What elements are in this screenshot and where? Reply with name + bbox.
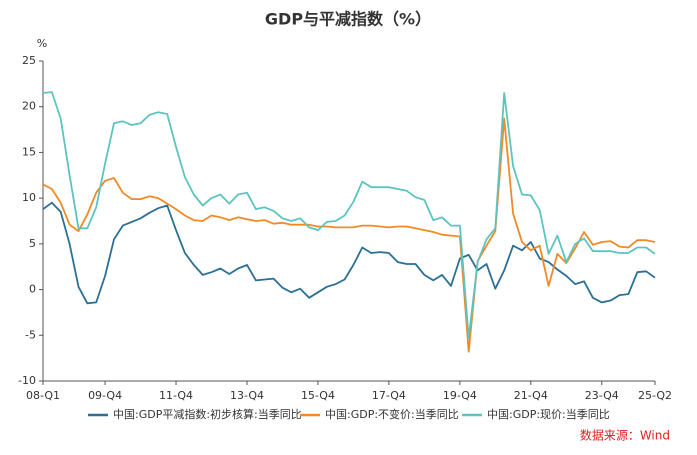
x-tick-label: 08-Q1 <box>26 389 60 402</box>
y-tick-label: 15 <box>22 145 36 158</box>
series-line <box>42 201 656 305</box>
legend-label: 中国:GDP:不变价:当季同比 <box>325 407 459 421</box>
y-tick-label: 5 <box>29 237 36 250</box>
series-line <box>42 91 656 339</box>
x-tick-label: 09-Q4 <box>88 389 122 402</box>
x-tick-label: 13-Q4 <box>230 389 264 402</box>
y-tick-label: 20 <box>22 100 36 113</box>
x-tick-label: 15-Q4 <box>301 389 335 402</box>
x-tick-label: 11-Q4 <box>159 389 193 402</box>
x-tick-label: 25-Q2 <box>638 389 672 402</box>
y-tick-label: 10 <box>22 191 36 204</box>
x-tick-label: 23-Q4 <box>585 389 619 402</box>
legend-label: 中国:GDP平减指数:初步核算:当季同比 <box>113 407 302 421</box>
source: 数据来源：Wind <box>580 428 670 443</box>
series-line <box>42 117 656 353</box>
y-tick-label: -10 <box>18 374 36 387</box>
legend-label: 中国:GDP:现价:当季同比 <box>487 407 610 421</box>
y-tick-label: 25 <box>22 54 36 67</box>
x-tick-label: 17-Q4 <box>372 389 406 402</box>
y-tick-label: 0 <box>29 283 36 296</box>
y-tick-label: -5 <box>25 328 36 341</box>
x-tick-label: 21-Q4 <box>514 389 548 402</box>
x-tick-label: 19-Q4 <box>443 389 477 402</box>
chart-title: GDP与平减指数（%） <box>265 10 431 29</box>
y-unit: % <box>37 37 47 50</box>
